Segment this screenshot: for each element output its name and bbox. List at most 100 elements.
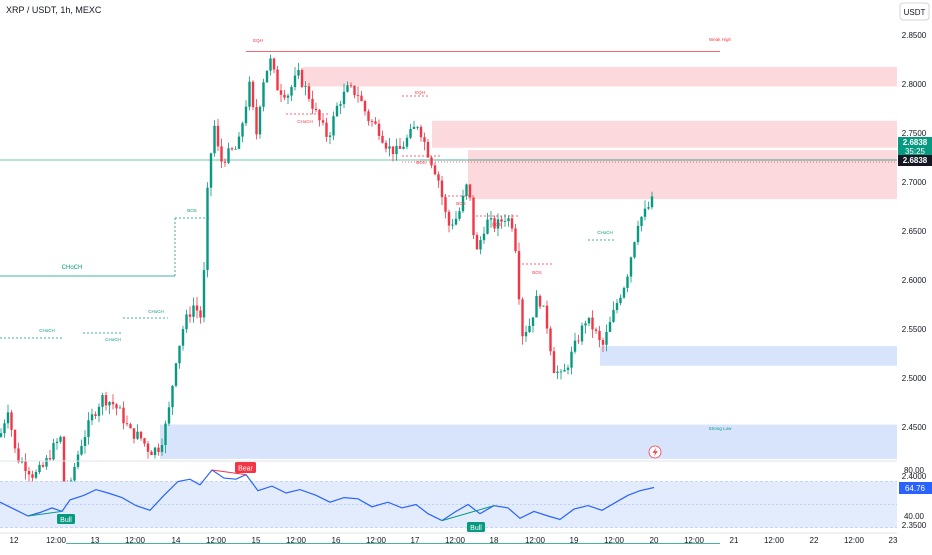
price-tick: 2.5500 [902, 325, 927, 334]
candle-body [636, 225, 640, 243]
candle-body [370, 121, 374, 122]
candle-body [199, 310, 202, 318]
candle-body [269, 58, 272, 71]
candle-body [300, 69, 304, 87]
candle-body [97, 406, 101, 416]
candle-body [265, 70, 269, 83]
price-tick: 2.7500 [902, 129, 927, 138]
rsi-value-label: 64.76 [905, 484, 926, 493]
rsi-divergence-line [211, 469, 247, 476]
candle-body [24, 461, 27, 472]
candle-body [503, 221, 507, 222]
candle-body [227, 148, 230, 163]
candle-body [566, 367, 570, 370]
candle-body [409, 128, 412, 138]
candle-body [101, 395, 104, 407]
candle-body [587, 317, 591, 324]
candle-body [500, 219, 503, 222]
candle-body [283, 94, 286, 98]
candle-body [276, 69, 279, 91]
candle-body [160, 445, 164, 452]
candle-body [164, 423, 167, 446]
candle-body [3, 423, 6, 434]
candle-body [248, 81, 251, 107]
candle-body [38, 464, 41, 473]
time-axis[interactable]: 12 12:00 13 12:00 14 12:00 15 12:00 16 12:00 17 12:… [0, 532, 898, 545]
currency-button[interactable] [899, 2, 930, 21]
candle-body [535, 295, 538, 318]
candle-body [395, 146, 398, 155]
candle-body [517, 251, 521, 300]
last-price-label: 2.6838 [903, 138, 928, 147]
candle-body [573, 340, 577, 352]
weak-high-label: Weak High [709, 37, 731, 42]
price-axis[interactable]: 2.8500 2.8000 2.7500 2.7000 2.6500 2.6000 2.55… [902, 31, 927, 550]
rsi-tick: 40.00 [904, 512, 925, 521]
candle-body [321, 120, 325, 123]
candle-body [20, 461, 24, 463]
candle-body [612, 310, 615, 322]
candle-body [136, 431, 139, 439]
candle-body [584, 323, 587, 326]
symbol-title[interactable]: XRP / USDT, 1h, MEXC [6, 5, 102, 15]
candle-body [496, 219, 500, 229]
candle-body [73, 466, 76, 481]
candle-body [290, 87, 293, 96]
candle-body [510, 218, 514, 229]
candle-body [185, 314, 188, 330]
candle-body [237, 136, 241, 149]
time-tick: 18 [490, 536, 499, 545]
eqh-label: EQH [253, 38, 263, 43]
candle-body [150, 451, 153, 456]
candle-body [559, 371, 563, 373]
bos-label: BOS [532, 270, 542, 275]
candle-body [220, 146, 223, 162]
lightning-icon[interactable] [648, 445, 662, 459]
candle-body [398, 146, 402, 149]
candle-body [258, 106, 262, 135]
candle-body [633, 242, 636, 258]
candle-body [458, 211, 461, 219]
candle-body [444, 197, 447, 212]
candle-body [608, 321, 612, 332]
candle-body [430, 157, 433, 166]
candle-body [391, 146, 395, 155]
candle-body [174, 363, 178, 386]
candle-body [640, 216, 643, 226]
candle-body [335, 105, 339, 117]
countdown-label: 35:25 [905, 147, 926, 156]
candle-body [528, 325, 531, 333]
bos-label: BOS [187, 208, 197, 213]
candle-body [153, 447, 157, 456]
bull-divergence-badge [57, 514, 75, 524]
choch-label: CHoCH [597, 230, 613, 235]
candle-body [563, 369, 566, 372]
candle-body [146, 443, 150, 452]
candle-body [468, 184, 472, 198]
time-tick: 12:00 [46, 536, 67, 545]
candle-body [577, 340, 580, 342]
candle-body [111, 401, 115, 405]
time-tick: 12:00 [525, 536, 546, 545]
bos-label: BOS [456, 201, 466, 206]
candle-body [482, 233, 486, 241]
candle-body [493, 218, 496, 229]
time-tick: 12:00 [366, 536, 387, 545]
candle-body [213, 125, 216, 154]
supply-zone [432, 120, 897, 148]
candle-body [167, 407, 171, 424]
candle-body [262, 82, 265, 107]
rsi-divergence-line [441, 505, 495, 522]
candle-body [304, 86, 307, 88]
candle-body [472, 197, 475, 236]
candle-body [531, 317, 535, 326]
time-tick: 12:00 [445, 536, 466, 545]
time-tick: 15 [252, 536, 261, 545]
price-tick: 2.4000 [902, 472, 927, 481]
candle-body [31, 474, 34, 478]
candle-body [405, 137, 409, 147]
candle-body [419, 126, 423, 138]
candlestick-series [0, 54, 654, 527]
bear-divergence-badge [235, 462, 256, 473]
